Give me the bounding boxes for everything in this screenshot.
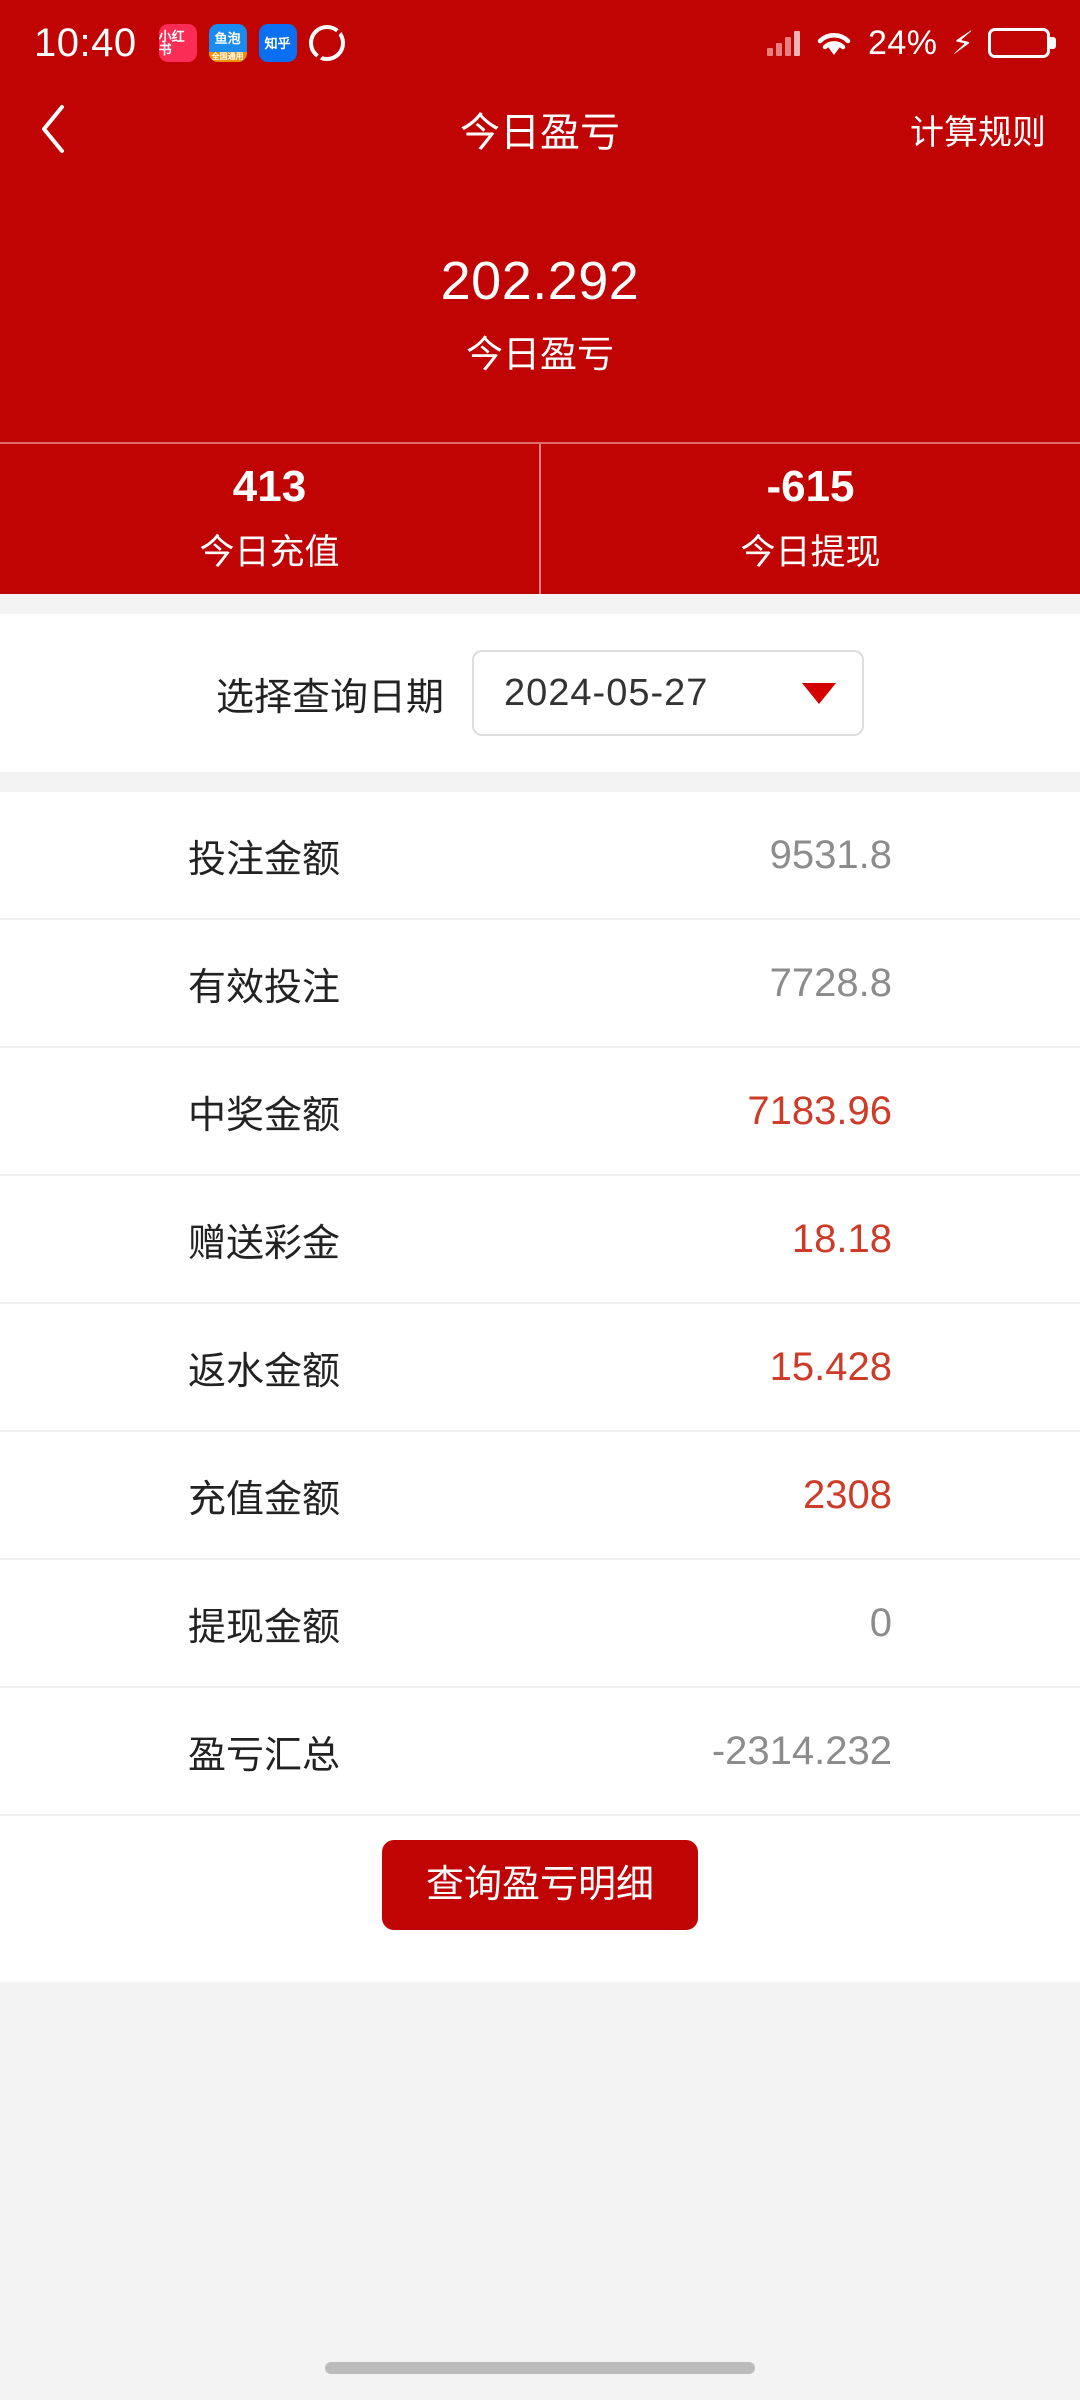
table-row: 有效投注 7728.8 — [0, 920, 1080, 1049]
stat-today-deposit-label: 今日充值 — [199, 532, 340, 572]
spacer-above-date-card — [0, 594, 1080, 615]
table-row: 中奖金额 7183.96 — [0, 1048, 1080, 1177]
table-row: 赠送彩金 18.18 — [0, 1176, 1080, 1305]
stat-today-withdraw-value: -615 — [766, 462, 855, 512]
query-button-container: 查询盈亏明细 — [0, 1816, 1080, 1983]
signal-bars-icon — [766, 30, 800, 56]
status-bar-notification-icons: 小红书 鱼泡 全国通用 知乎 — [158, 24, 345, 62]
query-details-button[interactable]: 查询盈亏明细 — [381, 1840, 698, 1931]
row-label: 返水金额 — [188, 1350, 341, 1393]
hero-stats-row: 413 今日充值 -615 今日提现 — [0, 444, 1080, 595]
status-bar: 10:40 小红书 鱼泡 全国通用 知乎 — [0, 0, 1080, 86]
table-row: 投注金额 9531.8 — [0, 792, 1080, 921]
date-select[interactable]: 2024-05-27 — [472, 650, 864, 737]
yupao-icon: 鱼泡 全国通用 — [208, 24, 247, 62]
row-value: 15.428 — [769, 1344, 892, 1389]
row-value: 7183.96 — [747, 1088, 892, 1133]
summary-list: 投注金额 9531.8 有效投注 7728.8 中奖金额 7183.96 赠送彩… — [0, 792, 1080, 1983]
row-label: 有效投注 — [188, 966, 341, 1009]
row-value: 2308 — [803, 1472, 892, 1517]
battery-icon — [988, 28, 1050, 58]
battery-percent-label: 24% — [867, 23, 938, 62]
calculation-rules-link[interactable]: 计算规则 — [910, 113, 1046, 152]
date-picker-label: 选择查询日期 — [215, 676, 444, 719]
row-label: 中奖金额 — [188, 1094, 341, 1137]
yupao-icon-sublabel: 全国通用 — [208, 52, 247, 62]
zhihu-icon: 知乎 — [258, 24, 297, 62]
back-chevron-icon[interactable] — [34, 99, 94, 159]
yupao-icon-label: 鱼泡 — [214, 30, 241, 46]
status-bar-right: 24% ⚡ — [766, 23, 1050, 63]
stat-today-deposit-value: 413 — [232, 462, 307, 512]
today-profit-value: 202.292 — [440, 251, 640, 311]
stat-today-deposit: 413 今日充值 — [0, 444, 539, 594]
table-row: 提现金额 0 — [0, 1560, 1080, 1689]
date-select-value: 2024-05-27 — [504, 671, 709, 714]
row-value: 18.18 — [791, 1216, 892, 1261]
table-row: 充值金额 2308 — [0, 1432, 1080, 1561]
table-row: 盈亏汇总 -2314.232 — [0, 1688, 1080, 1817]
oval-app-icon — [308, 25, 345, 61]
row-label: 充值金额 — [188, 1478, 341, 1521]
row-label: 赠送彩金 — [188, 1222, 341, 1265]
stat-today-withdraw-label: 今日提现 — [740, 532, 881, 572]
charging-bolt-icon: ⚡ — [951, 25, 974, 61]
row-label: 盈亏汇总 — [188, 1734, 341, 1777]
date-picker-card: 选择查询日期 2024-05-27 — [0, 614, 1080, 773]
xiaohongshu-icon: 小红书 — [158, 24, 197, 62]
today-profit-label: 今日盈亏 — [466, 334, 614, 376]
row-label: 提现金额 — [188, 1606, 341, 1649]
nav-bar: 今日盈亏 计算规则 — [0, 86, 1080, 172]
wifi-icon — [814, 28, 854, 58]
table-row: 返水金额 15.428 — [0, 1304, 1080, 1433]
row-value: 9531.8 — [769, 832, 892, 877]
row-value: 7728.8 — [769, 960, 892, 1005]
hero-divider — [0, 442, 1080, 445]
row-value: -2314.232 — [711, 1728, 892, 1773]
row-value: 0 — [869, 1600, 892, 1645]
caret-down-icon — [802, 682, 836, 704]
today-profit-summary: 202.292 今日盈亏 — [0, 172, 1080, 442]
status-bar-time: 10:40 — [34, 21, 137, 65]
stat-today-withdraw: -615 今日提现 — [539, 444, 1080, 595]
row-label: 投注金额 — [188, 838, 341, 881]
home-indicator[interactable] — [325, 2362, 755, 2374]
hero-section: 10:40 小红书 鱼泡 全国通用 知乎 — [0, 0, 1080, 595]
spacer-above-list — [0, 772, 1080, 793]
